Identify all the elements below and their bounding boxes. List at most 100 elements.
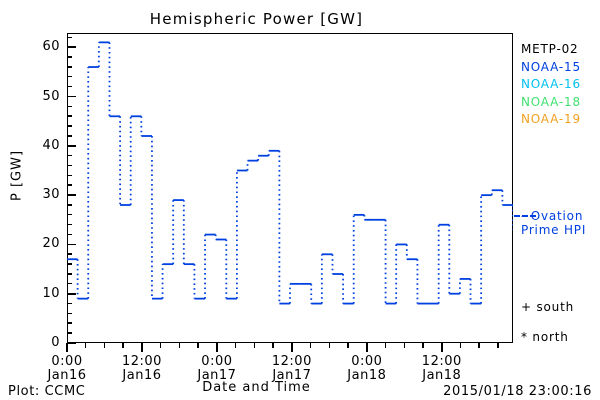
y-tick-minor <box>67 263 72 265</box>
x-tick-minor <box>347 343 349 348</box>
south-marker-legend: + south <box>521 300 574 314</box>
x-tick-label: 0:00 Jan17 <box>177 355 257 383</box>
y-tick-minor <box>67 253 72 255</box>
legend-item-metp-02: METP-02 <box>521 42 579 56</box>
legend-item-noaa-19: NOAA-19 <box>521 112 581 126</box>
x-tick-time: 12:00 <box>421 354 462 369</box>
y-tick-minor <box>67 283 72 285</box>
x-tick-date: Jan16 <box>122 368 162 383</box>
x-tick-label: 0:00 Jan18 <box>327 355 407 383</box>
ovation-legend: - Ovation Prime HPI <box>521 209 586 237</box>
x-tick-label: 12:00 Jan17 <box>252 355 332 383</box>
y-tick-minor <box>67 312 72 315</box>
x-tick-date: Jan16 <box>47 368 87 383</box>
north-marker-legend: * north <box>521 330 569 344</box>
x-tick-date: Jan18 <box>422 368 462 383</box>
x-tick-time: 12:00 <box>121 354 162 369</box>
y-axis-label: P [GW] <box>9 149 25 202</box>
y-tick-minor <box>67 174 72 177</box>
footer-timestamp: 2015/01/18 23:00:16 <box>443 384 592 399</box>
footer-plot-source: Plot: CCMC <box>8 384 86 399</box>
y-tick-minor <box>67 85 72 88</box>
y-tick-major <box>67 243 76 246</box>
x-tick-time: 0:00 <box>51 354 83 369</box>
x-tick-major <box>216 343 218 352</box>
x-tick-minor <box>478 343 480 348</box>
chart-title: Hemispheric Power [GW] <box>149 10 364 28</box>
x-tick-date: Jan18 <box>347 368 387 383</box>
y-tick-minor <box>67 36 72 39</box>
x-tick-major <box>141 343 143 352</box>
x-tick-time: 0:00 <box>351 354 383 369</box>
y-tick-minor <box>67 76 72 78</box>
x-tick-date: Jan17 <box>197 368 237 383</box>
y-tick-minor <box>67 273 72 275</box>
y-tick-minor <box>67 322 72 324</box>
x-tick-major <box>440 343 443 352</box>
y-tick-major <box>67 46 76 49</box>
x-tick-label: 0:00 Jan16 <box>27 355 107 383</box>
x-tick-minor <box>422 343 424 348</box>
plot-frame <box>67 33 513 343</box>
y-tick-minor <box>67 302 72 305</box>
x-tick-minor <box>178 343 181 348</box>
y-tick-label: 0 <box>51 335 60 350</box>
y-tick-minor <box>67 56 72 58</box>
y-tick-major <box>67 342 76 344</box>
x-tick-major <box>291 343 293 352</box>
x-tick-time: 0:00 <box>201 354 233 369</box>
x-tick-minor <box>384 343 387 348</box>
x-tick-date: Jan17 <box>272 368 312 383</box>
y-tick-label: 20 <box>42 236 60 252</box>
x-tick-minor <box>459 343 462 348</box>
plot-data-area <box>67 41 513 305</box>
y-tick-minor <box>67 135 72 137</box>
y-tick-major <box>67 145 76 147</box>
y-tick-label: 50 <box>42 88 60 104</box>
x-tick-minor <box>234 343 237 348</box>
y-tick-minor <box>67 233 72 236</box>
y-tick-major <box>67 292 76 295</box>
x-tick-minor <box>103 343 106 348</box>
y-tick-minor <box>67 332 72 334</box>
x-tick-minor <box>403 343 405 348</box>
x-tick-minor <box>159 343 162 348</box>
ovation-legend-dash <box>514 215 536 217</box>
y-tick-label: 30 <box>42 187 60 203</box>
x-tick-minor <box>309 343 312 348</box>
x-tick-major <box>66 343 68 352</box>
y-tick-minor <box>67 115 72 117</box>
ovation-legend-line2: Prime HPI <box>521 223 587 237</box>
x-tick-minor <box>328 343 330 348</box>
y-tick-minor <box>67 184 72 186</box>
y-tick-minor <box>67 66 72 68</box>
ovation-legend-line1: - Ovation <box>521 209 584 223</box>
y-tick-minor <box>67 214 72 216</box>
legend-item-noaa-16: NOAA-16 <box>521 77 581 91</box>
legend: METP-02 NOAA-15 NOAA-16 NOAA-18 NOAA-19 <box>521 41 581 129</box>
y-tick-minor <box>67 105 72 108</box>
y-tick-minor <box>67 204 72 206</box>
y-tick-major <box>67 194 76 196</box>
x-axis-label: Date and Time <box>202 380 311 395</box>
y-tick-minor <box>67 125 72 127</box>
x-tick-minor <box>122 343 124 348</box>
x-tick-time: 12:00 <box>271 354 312 369</box>
x-tick-minor <box>197 343 199 348</box>
y-tick-label: 40 <box>42 137 60 153</box>
x-tick-minor <box>253 343 255 348</box>
x-tick-minor <box>84 343 87 348</box>
x-tick-label: 12:00 Jan18 <box>402 355 482 383</box>
x-tick-label: 12:00 Jan16 <box>102 355 182 383</box>
y-tick-minor <box>67 223 72 226</box>
y-tick-minor <box>67 154 72 157</box>
legend-item-noaa-18: NOAA-18 <box>521 94 581 109</box>
y-tick-label: 10 <box>42 285 60 301</box>
legend-item-noaa-15: NOAA-15 <box>521 59 581 74</box>
x-tick-minor <box>497 343 499 348</box>
x-tick-minor <box>272 343 274 348</box>
x-tick-major <box>366 343 368 352</box>
y-tick-minor <box>67 164 72 167</box>
y-tick-label: 60 <box>42 39 60 55</box>
